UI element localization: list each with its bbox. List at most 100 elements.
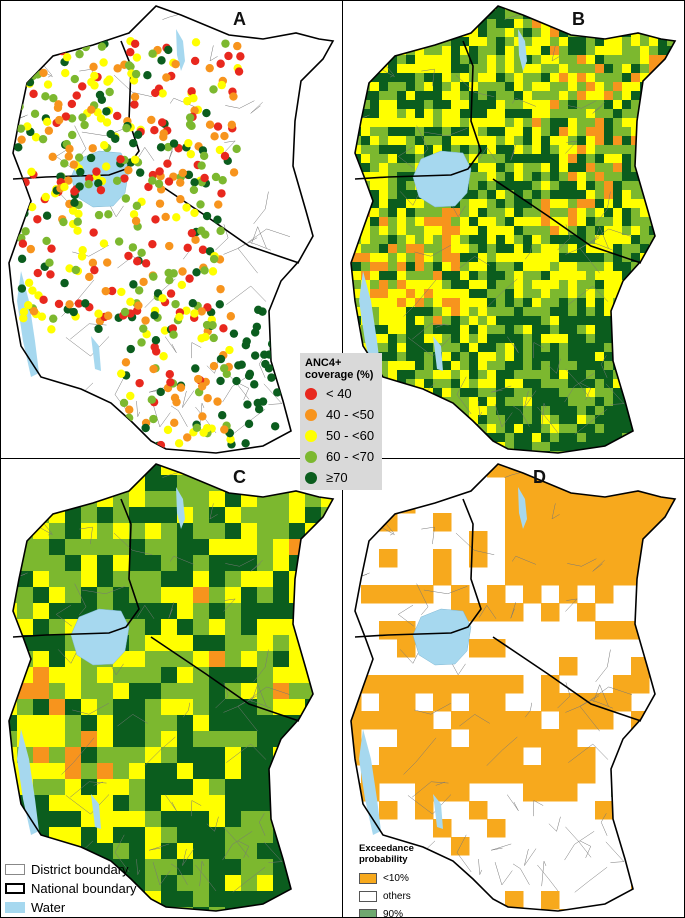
cluster-point	[28, 286, 37, 295]
coverage-dot-40-50	[305, 408, 317, 421]
cluster-point	[209, 85, 218, 94]
cluster-point	[120, 307, 130, 317]
cluster-point	[39, 295, 48, 305]
cluster-point	[42, 117, 52, 127]
cluster-point	[169, 139, 179, 148]
cluster-point	[128, 243, 138, 252]
cluster-point	[217, 189, 226, 198]
cluster-point	[129, 280, 138, 289]
cluster-point	[158, 294, 167, 303]
cluster-point	[87, 105, 96, 114]
cluster-point	[41, 192, 50, 202]
cluster-point	[216, 284, 225, 294]
cluster-point	[119, 398, 129, 408]
water-body	[433, 794, 443, 829]
cluster-point	[170, 393, 180, 402]
cluster-point	[18, 239, 28, 248]
cluster-point	[38, 134, 48, 144]
cluster-point	[267, 339, 277, 349]
cluster-point	[157, 56, 166, 65]
cluster-point	[270, 422, 280, 431]
cluster-point	[156, 143, 166, 152]
coverage-class-lt40: < 40	[305, 383, 382, 404]
national-outline	[8, 5, 335, 454]
cluster-point	[139, 277, 148, 287]
cluster-point	[90, 265, 99, 275]
cluster-point	[185, 274, 194, 283]
cluster-point	[124, 165, 133, 175]
cluster-point	[218, 176, 227, 185]
cluster-point	[243, 400, 252, 409]
cluster-point	[174, 439, 184, 448]
national-border	[492, 636, 642, 722]
cluster-point	[17, 135, 26, 144]
cluster-point	[75, 49, 84, 59]
cluster-point	[232, 376, 241, 386]
cluster-point	[220, 151, 230, 161]
cluster-point	[133, 257, 142, 266]
cluster-point	[187, 121, 196, 131]
cluster-point	[124, 413, 134, 423]
cluster-point	[166, 378, 175, 387]
cluster-point	[120, 174, 129, 183]
exceedance-swatch-high	[359, 908, 377, 917]
cluster-point	[182, 203, 191, 212]
panel-label-d: D	[533, 467, 546, 487]
national-outline	[350, 5, 677, 454]
cluster-point	[29, 89, 38, 99]
cluster-point	[215, 300, 224, 309]
cluster-point	[47, 244, 56, 253]
water-body	[433, 336, 443, 371]
cluster-point	[197, 382, 207, 391]
cluster-point	[213, 397, 222, 406]
cluster-point	[149, 272, 158, 281]
cluster-point	[112, 176, 122, 185]
cluster-point	[17, 284, 27, 293]
cluster-point	[49, 94, 58, 103]
cluster-point	[84, 180, 93, 189]
cluster-point	[114, 237, 124, 246]
cluster-point	[219, 364, 229, 373]
water-body	[176, 487, 185, 529]
cluster-point	[134, 286, 144, 295]
exceedance-title-1: Exceedance	[359, 843, 414, 854]
cluster-point	[176, 178, 185, 187]
cluster-point	[234, 67, 244, 76]
cluster-point	[141, 423, 150, 433]
cluster-point	[100, 141, 109, 150]
national-border	[150, 636, 300, 722]
cluster-point	[241, 439, 250, 448]
cluster-point	[130, 39, 140, 48]
cluster-point	[165, 241, 174, 251]
cluster-point	[165, 369, 174, 379]
cluster-point	[73, 217, 82, 226]
cluster-point	[67, 99, 77, 109]
cluster-point	[202, 211, 212, 221]
cluster-point	[157, 118, 167, 127]
cluster-point	[162, 73, 171, 82]
cluster-point	[141, 259, 151, 268]
cluster-point	[183, 433, 192, 442]
exceedance-title-2: probability	[359, 854, 408, 865]
cluster-point	[126, 429, 135, 439]
cluster-point	[106, 129, 115, 139]
cluster-point	[192, 268, 201, 277]
cluster-point	[188, 299, 198, 308]
cluster-point	[72, 91, 81, 100]
cluster-point	[59, 217, 68, 227]
cluster-point	[27, 202, 37, 212]
cluster-point	[244, 419, 254, 429]
water-body	[359, 271, 381, 377]
cluster-point	[75, 182, 84, 191]
cluster-point	[139, 324, 148, 333]
cluster-point	[90, 81, 99, 90]
cluster-point	[112, 111, 122, 121]
cluster-point	[130, 92, 140, 102]
cluster-point	[224, 51, 233, 61]
panel-d: D Exceedance probability <10% others 90%	[342, 458, 685, 918]
cluster-point	[78, 82, 87, 91]
cluster-point	[151, 215, 160, 224]
exceedance-swatch-low	[359, 872, 377, 884]
cluster-point	[209, 333, 218, 343]
cluster-point	[267, 373, 276, 382]
